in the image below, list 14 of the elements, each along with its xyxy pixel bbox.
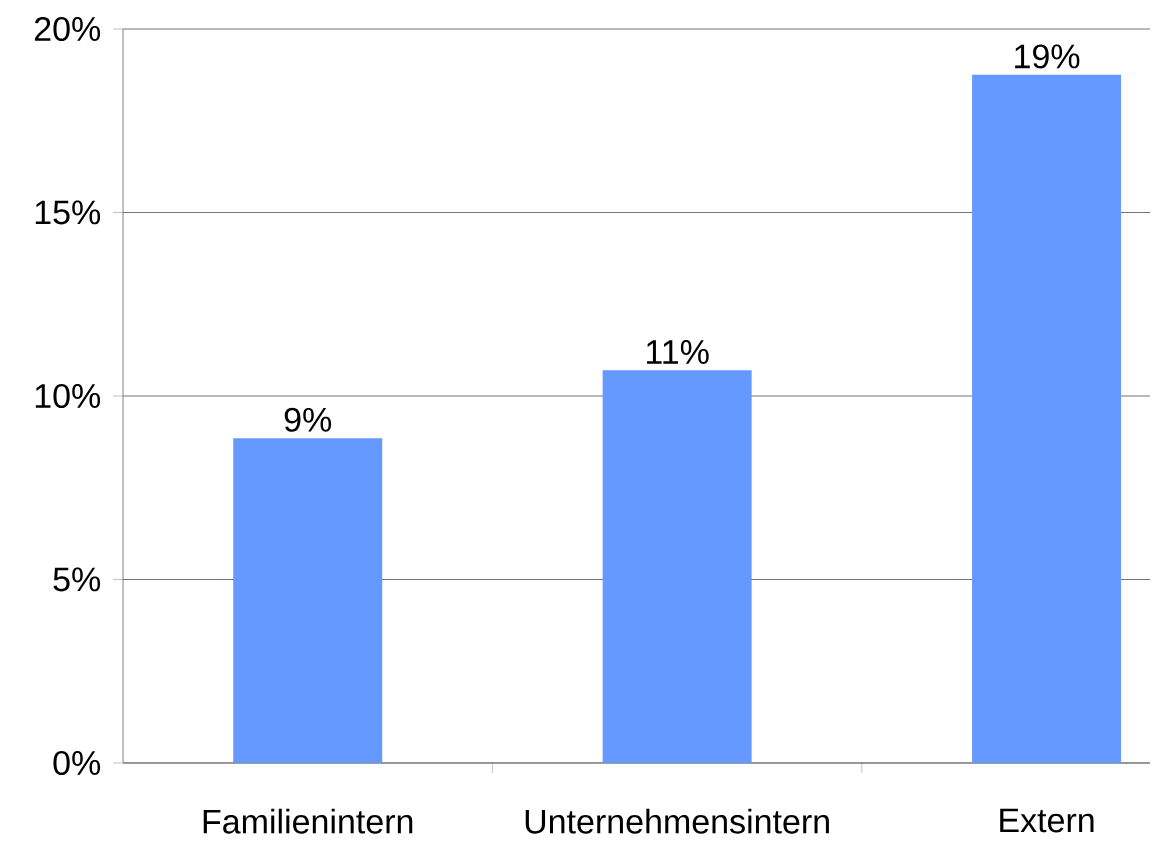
data-label: 9% [284,407,332,432]
y-tick-label: 0% [53,750,101,776]
bar [972,74,1122,763]
bar [233,438,383,763]
x-tick-label: Extern [1000,808,1094,833]
bar [602,370,752,763]
x-tick-label: Unternehmensintern [525,808,829,834]
x-tick-label: Familienintern [203,808,413,834]
data-label: 11% [646,340,709,364]
y-tick-label: 15% [35,200,101,225]
y-tick-label: 5% [53,567,101,592]
data-label: 19% [1015,44,1080,69]
y-tick-label: 20% [34,16,101,42]
y-tick-label: 10% [35,383,101,409]
